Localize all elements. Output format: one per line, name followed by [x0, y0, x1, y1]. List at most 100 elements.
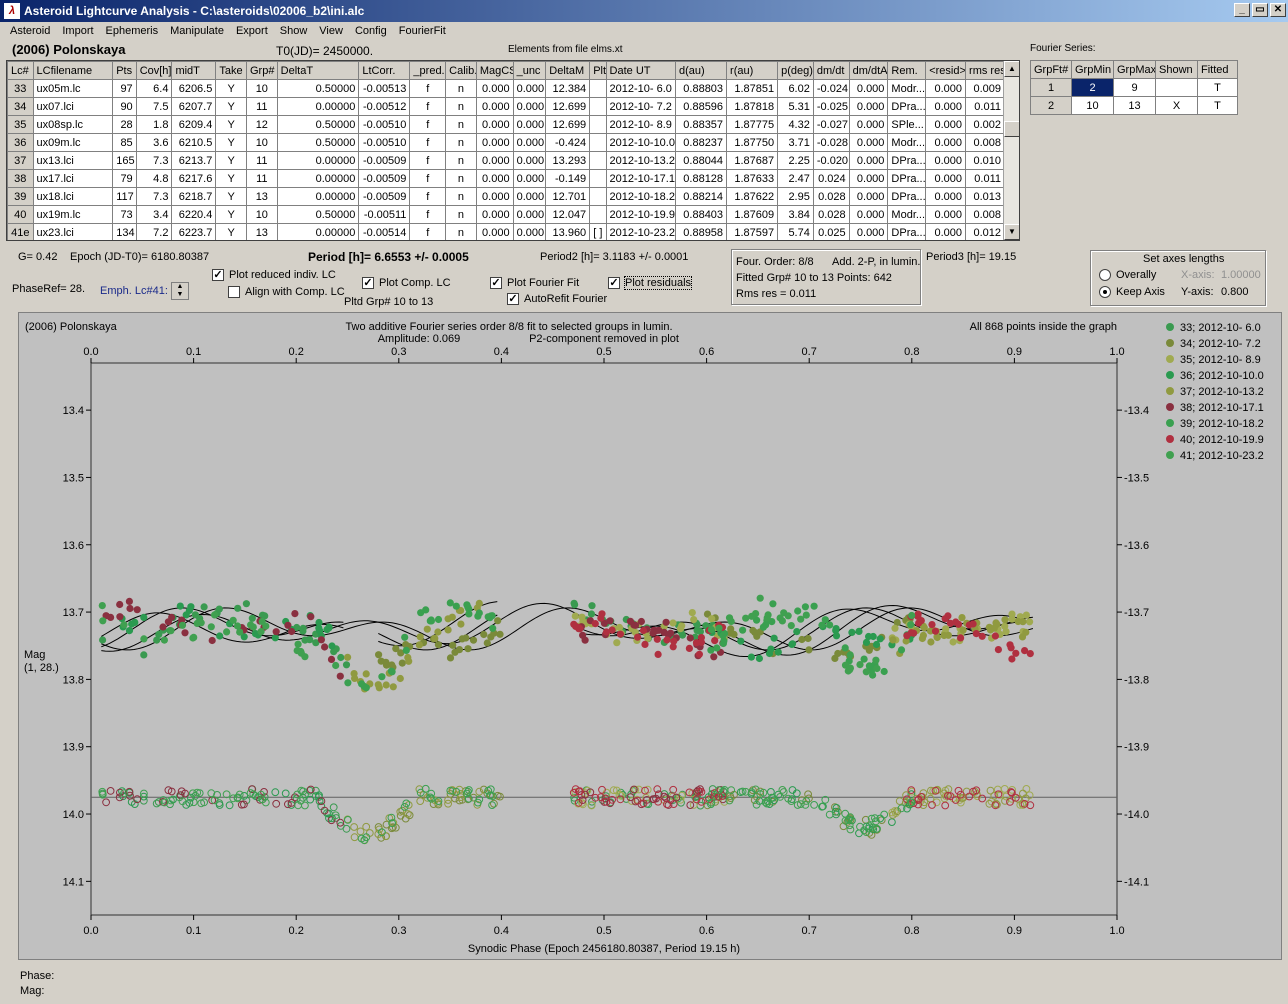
fourier-cell[interactable]: 2 [1071, 78, 1114, 97]
table-cell[interactable]: 0.000 [475, 115, 514, 134]
table-cell[interactable]: 1.8 [135, 115, 173, 134]
table-cell[interactable]: 134 [112, 223, 137, 240]
fourier-cell[interactable] [1155, 78, 1198, 97]
table-cell[interactable]: 0.000 [848, 187, 889, 206]
table-cell[interactable] [589, 97, 607, 116]
table-cell[interactable]: 5.74 [777, 223, 814, 240]
table-cell[interactable]: 0.00000 [276, 187, 360, 206]
table-cell[interactable]: 1.87851 [726, 79, 779, 98]
table-cell[interactable]: 1.87775 [726, 115, 779, 134]
scroll-up-icon[interactable]: ▲ [1004, 61, 1019, 77]
table-cell[interactable]: 2012-10- 6.0 [605, 79, 676, 98]
table-cell[interactable]: f [409, 97, 447, 116]
autorefit-checkbox[interactable]: ✓ AutoRefit Fourier [507, 293, 607, 306]
keep-axis-radio[interactable]: Keep Axis [1099, 286, 1165, 299]
table-cell[interactable]: n [445, 97, 477, 116]
table-cell[interactable]: -0.024 [812, 79, 850, 98]
table-cell[interactable]: 0.000 [475, 97, 514, 116]
table-cell[interactable]: 0.88596 [674, 97, 728, 116]
table-cell[interactable]: 0.000 [925, 205, 967, 224]
column-header[interactable]: DeltaM [545, 61, 591, 80]
table-cell[interactable]: 0.00000 [276, 151, 360, 170]
table-cell[interactable]: 0.013 [965, 187, 1005, 206]
table-cell[interactable]: 6210.5 [171, 133, 217, 152]
fourier-cell[interactable]: T [1197, 96, 1238, 115]
table-cell[interactable]: Y [215, 151, 247, 170]
table-cell[interactable]: 0.028 [812, 205, 850, 224]
table-cell[interactable]: f [409, 79, 447, 98]
table-cell[interactable]: ux05m.lc [32, 79, 114, 98]
table-cell[interactable] [589, 79, 607, 98]
table-cell[interactable]: 2012-10- 7.2 [605, 97, 676, 116]
table-cell[interactable]: 0.000 [475, 151, 514, 170]
table-cell[interactable]: ux08sp.lc [32, 115, 114, 134]
table-cell[interactable]: -0.00510 [358, 133, 411, 152]
table-cell[interactable]: 7.5 [135, 97, 173, 116]
table-cell[interactable]: ux13.lci [32, 151, 114, 170]
row-number[interactable]: 41e [7, 223, 34, 240]
restore-button[interactable]: ▭ [1252, 3, 1268, 17]
table-cell[interactable]: 0.000 [848, 97, 889, 116]
table-row[interactable]: 39 ux18.lci 117 7.3 6218.7 Y 13 0.00000 -0.00509… [7, 187, 1005, 206]
table-cell[interactable]: -0.00509 [358, 169, 411, 188]
column-header[interactable]: _pred. [409, 61, 447, 80]
table-cell[interactable]: ux23.lci [32, 223, 114, 240]
overally-radio[interactable]: Overally [1099, 269, 1156, 282]
table-cell[interactable]: 0.000 [848, 169, 889, 188]
table-cell[interactable]: 13.960 [545, 223, 591, 240]
plot-fourier-checkbox[interactable]: ✓ Plot Fourier Fit [490, 277, 579, 290]
table-cell[interactable]: n [445, 169, 477, 188]
column-header[interactable]: Take [215, 61, 247, 80]
close-button[interactable]: ✕ [1270, 3, 1286, 17]
fourier-cell[interactable]: X [1155, 96, 1198, 115]
table-cell[interactable]: f [409, 223, 447, 240]
table-cell[interactable]: 0.010 [965, 151, 1005, 170]
menu-import[interactable]: Import [62, 25, 94, 37]
table-cell[interactable]: 6207.7 [171, 97, 217, 116]
table-cell[interactable]: 2.47 [777, 169, 814, 188]
table-cell[interactable]: 0.025 [812, 223, 850, 240]
row-number[interactable]: 36 [7, 133, 34, 152]
table-cell[interactable]: n [445, 79, 477, 98]
table-cell[interactable]: 117 [112, 187, 137, 206]
table-cell[interactable]: 0.88357 [674, 115, 728, 134]
table-cell[interactable]: 0.88958 [674, 223, 728, 240]
table-cell[interactable]: 2012-10-19.9 [605, 205, 676, 224]
table-cell[interactable]: -0.00514 [358, 223, 411, 240]
table-cell[interactable]: n [445, 151, 477, 170]
fourier-cell[interactable]: 9 [1113, 78, 1156, 97]
table-cell[interactable]: 0.000 [475, 187, 514, 206]
table-cell[interactable]: 0.000 [512, 205, 547, 224]
table-cell[interactable]: 0.024 [812, 169, 850, 188]
column-header[interactable]: Cov[h] [135, 61, 173, 80]
table-cell[interactable]: 0.012 [965, 223, 1005, 240]
table-cell[interactable]: Y [215, 205, 247, 224]
fourier-column-header[interactable]: Fitted [1197, 60, 1238, 79]
table-cell[interactable]: n [445, 187, 477, 206]
table-cell[interactable]: 10 [246, 133, 278, 152]
table-cell[interactable]: 13.293 [545, 151, 591, 170]
table-cell[interactable]: 0.008 [965, 133, 1005, 152]
table-cell[interactable]: 0.50000 [276, 79, 360, 98]
table-cell[interactable]: 90 [112, 97, 137, 116]
scroll-down-icon[interactable]: ▼ [1004, 224, 1019, 240]
table-cell[interactable] [589, 151, 607, 170]
table-cell[interactable]: 2012-10- 8.9 [605, 115, 676, 134]
table-cell[interactable]: 7.2 [135, 223, 173, 240]
table-cell[interactable]: 1.87750 [726, 133, 779, 152]
table-cell[interactable] [589, 115, 607, 134]
table-cell[interactable]: 0.028 [812, 187, 850, 206]
align-comp-checkbox[interactable]: Align with Comp. LC [228, 286, 345, 299]
table-cell[interactable]: ux07.lci [32, 97, 114, 116]
table-cell[interactable] [589, 133, 607, 152]
table-cell[interactable]: 0.000 [848, 223, 889, 240]
table-cell[interactable]: 0.000 [475, 223, 514, 240]
table-cell[interactable]: 1.87622 [726, 187, 779, 206]
table-cell[interactable]: 11 [246, 169, 278, 188]
table-cell[interactable]: n [445, 205, 477, 224]
fourier-cell[interactable]: 10 [1071, 96, 1114, 115]
menu-ephemeris[interactable]: Ephemeris [105, 25, 159, 37]
table-cell[interactable]: Modr... [887, 205, 927, 224]
table-cell[interactable]: f [409, 205, 447, 224]
